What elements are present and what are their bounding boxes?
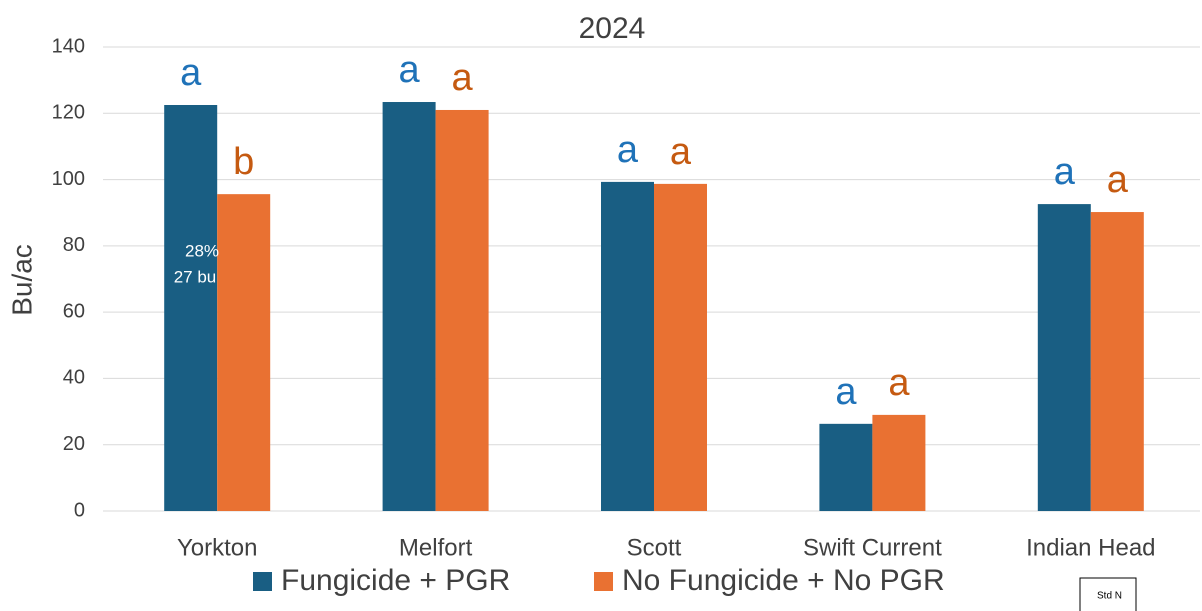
y-tick-label: 140 [52, 35, 85, 57]
x-tick-label: Indian Head [1026, 534, 1155, 561]
bar [1037, 204, 1091, 511]
bar [435, 109, 489, 511]
significance-letter: a [670, 131, 692, 173]
bar [164, 105, 218, 511]
x-tick-label: Scott [627, 534, 682, 561]
bar [601, 181, 654, 512]
legend-label: No Fungicide + No PGR [622, 564, 945, 597]
significance-letter: a [888, 362, 910, 404]
bar [1090, 212, 1144, 511]
bar [382, 102, 436, 511]
legend-swatch [253, 572, 272, 591]
significance-letter: a [1054, 151, 1076, 193]
y-tick-label: 120 [52, 102, 85, 124]
bar [872, 414, 926, 511]
y-tick-label: 100 [52, 168, 85, 190]
y-tick-label: 20 [63, 433, 85, 455]
bars [164, 102, 1144, 512]
bar [819, 423, 873, 511]
chart-title: 2024 [579, 12, 646, 45]
bar [654, 183, 707, 511]
significance-letter: b [233, 141, 254, 183]
y-tick-label: 0 [74, 499, 85, 521]
note-box [1079, 577, 1137, 611]
significance-letter: a [835, 371, 857, 413]
x-tick-label: Melfort [399, 534, 473, 561]
significance-letter: a [399, 49, 421, 91]
legend-swatch [594, 572, 613, 591]
y-tick-label: 40 [63, 367, 85, 389]
x-tick-label: Yorkton [177, 534, 258, 561]
significance-letter: a [1107, 159, 1129, 201]
significance-letter: a [617, 129, 639, 171]
significance-letter: a [180, 52, 202, 94]
significance-letter: a [452, 57, 474, 99]
legend: Fungicide + PGR No Fungicide + No PGR [253, 564, 945, 597]
annotation: 28% [185, 241, 219, 260]
y-axis-label: Bu/ac [6, 244, 37, 316]
y-tick-label: 60 [63, 300, 85, 322]
x-tick-label: Swift Current [803, 534, 942, 561]
y-tick-label: 80 [63, 234, 85, 256]
bar [217, 194, 271, 511]
legend-label: Fungicide + PGR [281, 564, 510, 597]
note: Std N [1097, 591, 1122, 602]
annotation: 27 bu [174, 267, 217, 286]
